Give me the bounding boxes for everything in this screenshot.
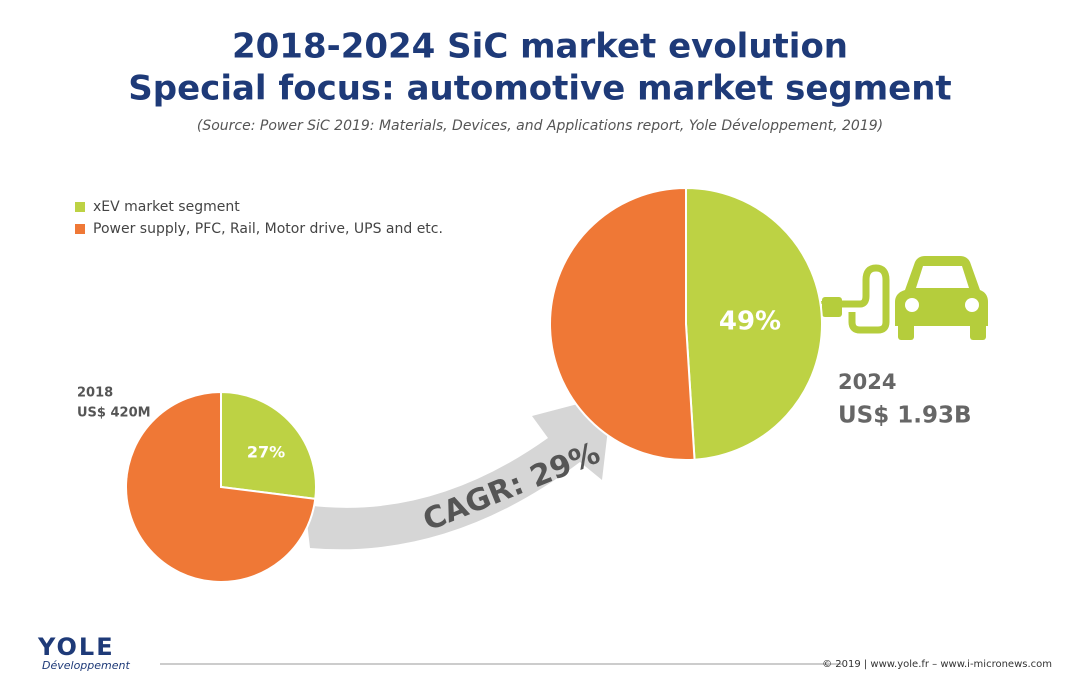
- year-label: 2024: [838, 370, 896, 394]
- growth-arrow: [305, 395, 612, 550]
- source: (Source: Power SiC 2019: Materials, Devi…: [197, 118, 883, 134]
- cagr-label: CAGR: 29%: [418, 436, 605, 539]
- logo: YOLE: [37, 633, 115, 661]
- pie-slice: [685, 186, 823, 461]
- subtitle: Special focus: automotive market segment: [128, 69, 951, 109]
- total-label: US$ 420M: [77, 406, 151, 421]
- car-icon: [814, 256, 988, 340]
- value-label: 27%: [247, 443, 285, 462]
- year-label: 2018: [77, 386, 113, 401]
- value-label: 49%: [719, 307, 781, 337]
- legend-swatch: [75, 224, 85, 234]
- pie-slice: [220, 390, 317, 501]
- legend-label: xEV market segment: [93, 199, 240, 215]
- title: 2018-2024 SiC market evolution: [232, 27, 848, 67]
- pie-slice: [125, 390, 317, 583]
- total-label: US$ 1.93B: [838, 403, 972, 429]
- legend-swatch: [75, 202, 85, 212]
- copyright: © 2019 | www.yole.fr – www.i-micronews.c…: [822, 659, 1052, 670]
- pie-slice: [549, 186, 696, 461]
- logo-sub: Développement: [42, 659, 130, 672]
- legend-label: Power supply, PFC, Rail, Motor drive, UP…: [93, 221, 443, 237]
